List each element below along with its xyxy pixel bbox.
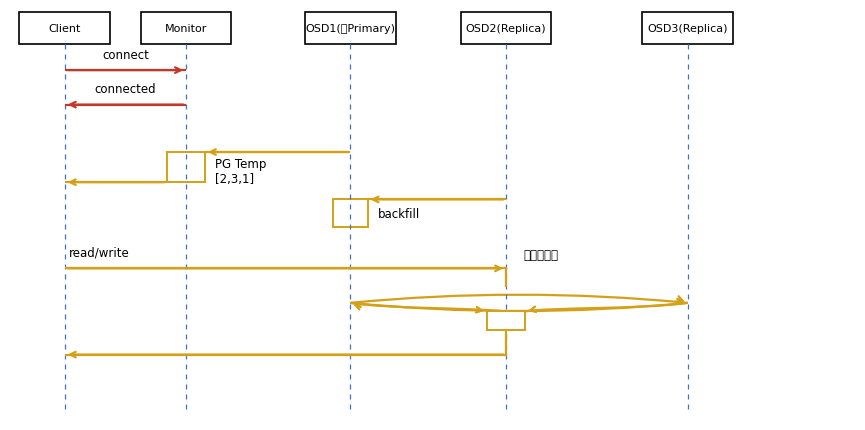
Text: PG Temp
[2,3,1]: PG Temp [2,3,1] (215, 158, 266, 186)
Bar (333, 200, 368, 228)
Text: Client: Client (48, 24, 81, 34)
Bar (305, 13, 396, 45)
Text: connected: connected (94, 83, 157, 96)
Bar (642, 13, 734, 45)
Bar (487, 312, 525, 331)
Text: backfill: backfill (378, 207, 420, 221)
Bar (19, 13, 111, 45)
Text: Monitor: Monitor (165, 24, 207, 34)
Bar (140, 13, 232, 45)
Text: OSD1(新Primary): OSD1(新Primary) (305, 24, 395, 34)
Text: 新的临时主: 新的临时主 (523, 248, 558, 261)
Text: read/write: read/write (69, 246, 130, 259)
Bar (167, 153, 205, 183)
Text: connect: connect (102, 49, 149, 61)
Text: OSD2(Replica): OSD2(Replica) (465, 24, 547, 34)
Bar (460, 13, 552, 45)
Text: OSD3(Replica): OSD3(Replica) (647, 24, 728, 34)
